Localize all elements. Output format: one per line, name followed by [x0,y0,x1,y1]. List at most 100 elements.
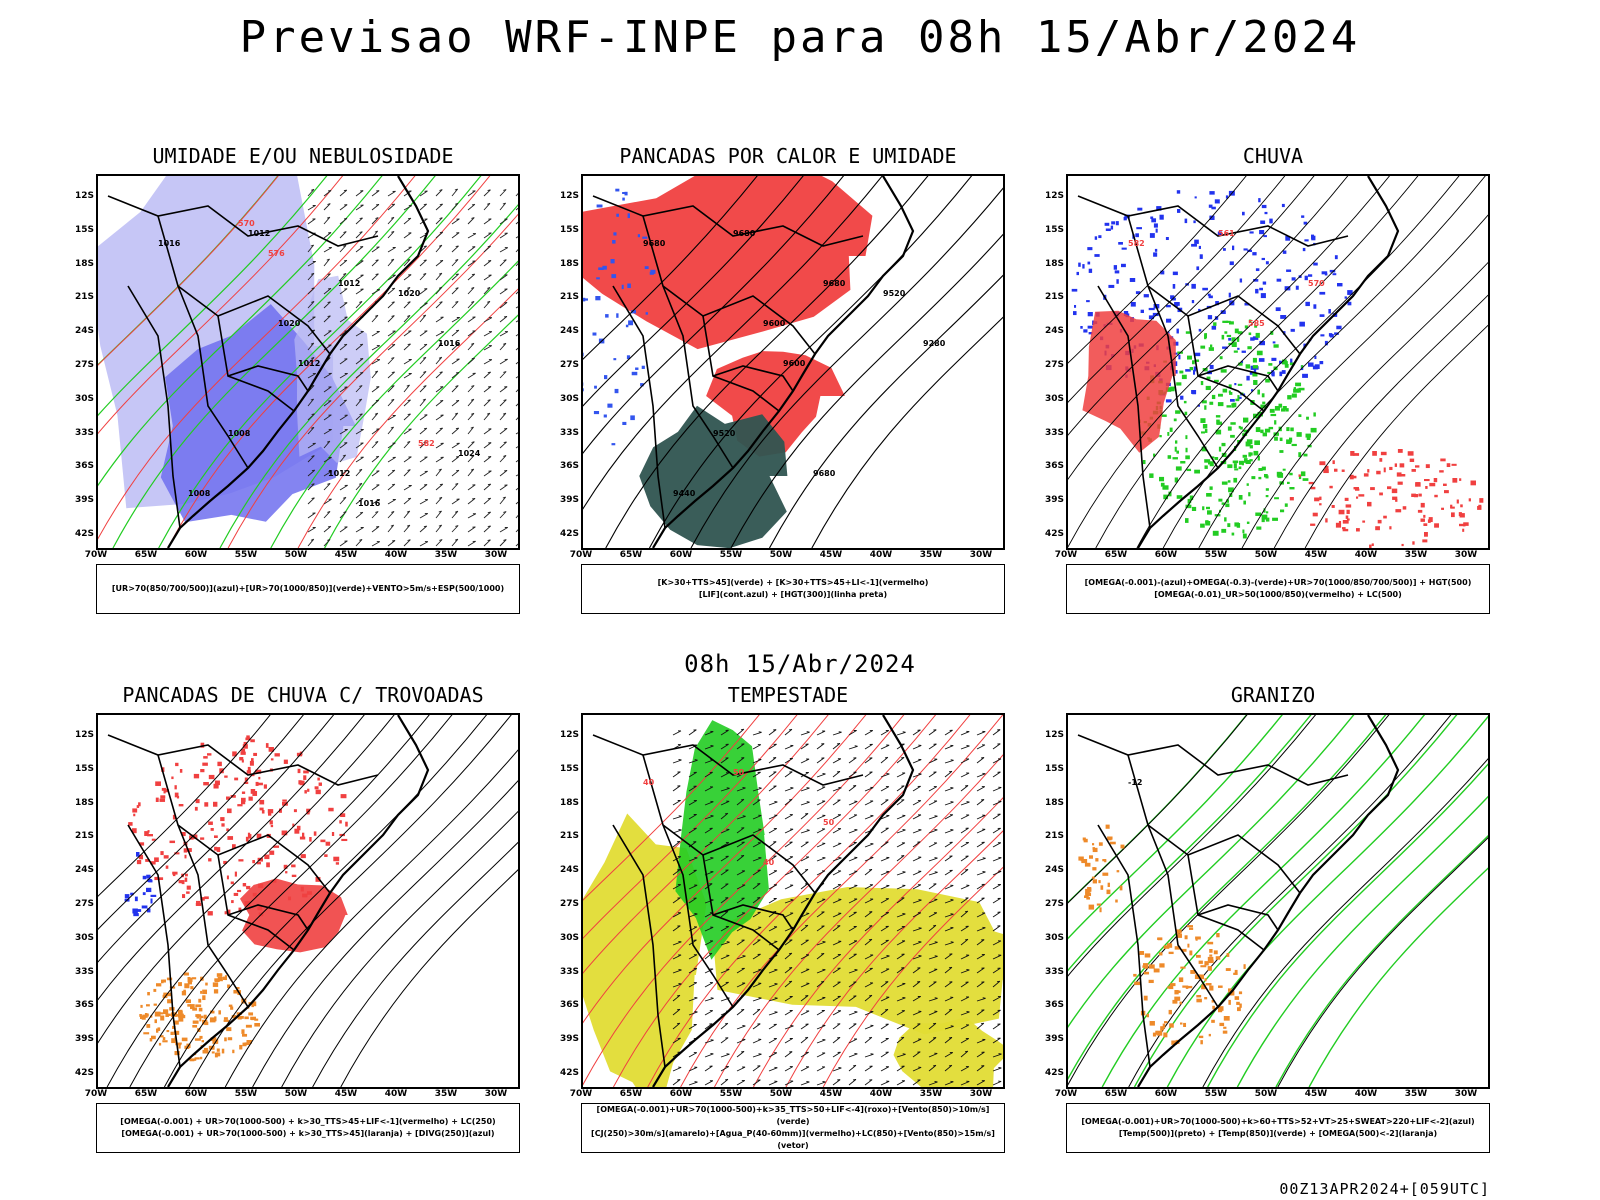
longitude-tick-label: 70W [1054,550,1078,560]
political-border [1127,215,1301,355]
legend-line: [Temp(500)](preto) + [Temp(850)](verde) … [1118,1129,1438,1138]
latitude-tick-label: 27S [74,360,94,370]
latitude-tick-label: 21S [559,831,579,842]
latitude-tick-label: 15S [1044,224,1064,235]
contour-label: 9600 [783,359,806,368]
political-border [127,824,181,1068]
omega500-orange [1133,925,1246,1045]
panel-legend: [UR>70(850/700/500)](azul)+[UR>70(1000/8… [96,564,520,614]
latitude-tick-label: 39S [1044,1034,1064,1045]
latitude-tick-label: 12S [559,730,579,740]
latitude-tick-label: 21S [1044,292,1064,303]
political-border [177,285,249,469]
latitude-tick-label: 27S [559,899,579,909]
panel-title: CHUVA [1242,144,1304,168]
political-border [1147,824,1219,1008]
panel-legend: [OMEGA(-0.001) + UR>70(1000-500) + k>30_… [96,1103,520,1153]
rain-red-speckles [1289,449,1484,548]
legend-line: [OMEGA(-0.01)_UR>50(1000/850)(vermelho) … [1154,590,1402,599]
longitude-tick-label: 40W [869,1089,893,1099]
panel-legend: [OMEGA(-0.001)-(azul)+OMEGA(-0.3)-(verde… [1066,564,1490,614]
latitude-tick-label: 36S [1044,1000,1064,1011]
map-canvas: 1016 1012 1012 1020 1020 1016 1012 1008 1008 1012… [98,176,518,548]
longitude-tick-label: 70W [84,1089,108,1099]
coastline [1137,715,1400,1087]
latitude-tick-label: 27S [1044,360,1064,370]
map-canvas: 582 561 570 585 [1068,176,1488,548]
panel-tempestade: TEMPESTADE 12S 15S 18S 21S 24S 27S 30S 33S 36S 39S… [553,683,1023,1183]
contour-label: 1016 [358,499,381,508]
storms-red-core [240,878,348,953]
contour-label: 1012 [298,359,320,368]
latitude-tick-label: 36S [559,461,579,472]
latitude-tick-label: 30S [1044,932,1064,943]
latitude-tick-label: 42S [1044,529,1064,539]
latitude-tick-label: 42S [559,529,579,539]
longitude-tick-label: 35W [919,550,943,560]
longitude-tick-label: 40W [869,550,893,560]
contour-label: 1008 [228,429,251,438]
legend-line: [OMEGA(-0.001)-(azul)+OMEGA(-0.3)-(verde… [1084,578,1472,587]
longitude-tick-label: 55W [234,1089,258,1099]
latitude-tick-label: 18S [1044,797,1064,808]
political-border [712,365,794,392]
longitude-tick-label: 50W [769,550,793,560]
panel-legend: [OMEGA(-0.001)+UR>70(1000-500)+k>60+TTS>… [1066,1103,1490,1153]
longitude-tick-label: 35W [434,1089,458,1099]
latitude-tick-label: 42S [74,1068,94,1078]
contour-label: 1012 [338,279,360,288]
legend-line: [OMEGA(-0.001) + UR>70(1000-500) + k>30_… [120,1117,496,1126]
contour-label: 1008 [188,489,211,498]
latitude-tick-label: 15S [74,224,94,235]
latitude-tick-label: 21S [559,292,579,303]
contour-label: 9520 [883,289,906,298]
political-border [1127,754,1301,894]
latitude-tick-label: 18S [1044,258,1064,269]
legend-line: [LIF](cont.azul) + [HGT(300)](linha pret… [698,590,888,599]
longitude-tick-label: 55W [719,550,743,560]
legend-line: [OMEGA(-0.001)+UR>70(1000-500)+k>35_TTS>… [596,1105,990,1126]
longitude-tick-label: 70W [1054,1089,1078,1099]
contour-label: 1016 [158,239,181,248]
divergence-blue [124,852,157,917]
latitude-tick-label: 33S [74,966,94,977]
longitude-tick-label: 60W [669,550,693,560]
latitude-tick-label: 33S [74,427,94,438]
contour-label: 582 [418,439,435,448]
legend-line: [OMEGA(-0.001)+UR>70(1000-500)+k>60+TTS>… [1081,1117,1475,1126]
contour-label: 561 [1218,229,1235,238]
latitude-tick-label: 30S [1044,393,1064,404]
political-border [217,854,295,951]
latitude-tick-label: 33S [1044,966,1064,977]
latitude-tick-label: 30S [559,932,579,943]
panel-title: PANCADAS DE CHUVA C/ TROVOADAS [122,683,484,707]
rain-red-area [1082,310,1176,453]
latitude-tick-label: 12S [74,730,94,740]
contour-label: 1016 [438,339,461,348]
latitude-tick-label: 39S [1044,495,1064,506]
longitude-tick-label: 40W [384,1089,408,1099]
main-title: Previsao WRF-INPE para 08h 15/Abr/2024 [239,12,1361,63]
latitude-tick-label: 21S [74,292,94,303]
latitude-tick-label: 42S [559,1068,579,1078]
longitude-tick-label: 35W [1404,550,1428,560]
jet-yellow-band [714,887,1003,1035]
contour-label: 585 [1248,319,1265,328]
latitude-tick-label: 24S [74,326,94,337]
latitude-tick-label: 42S [1044,1068,1064,1078]
contour-label: 9440 [673,489,696,498]
legend-line: [OMEGA(-0.001) + UR>70(1000-500) + k>30_… [121,1129,495,1138]
longitude-tick-label: 35W [919,1089,943,1099]
political-border [227,904,309,931]
longitude-tick-label: 50W [1254,1089,1278,1099]
political-border [642,215,816,355]
latitude-tick-label: 42S [74,529,94,539]
panel-chuva: CHUVA 12S 15S 18S 21S 24S 27S 30S 33S 36S 39S 42S 70… [1038,144,1508,644]
contour-label: 40 [763,858,775,867]
longitude-tick-label: 50W [769,1089,793,1099]
coastline [652,715,915,1087]
longitude-tick-label: 65W [1104,1089,1128,1099]
latitude-tick-label: 21S [1044,831,1064,842]
longitude-tick-label: 50W [284,550,308,560]
contour-label: 9680 [813,469,836,478]
